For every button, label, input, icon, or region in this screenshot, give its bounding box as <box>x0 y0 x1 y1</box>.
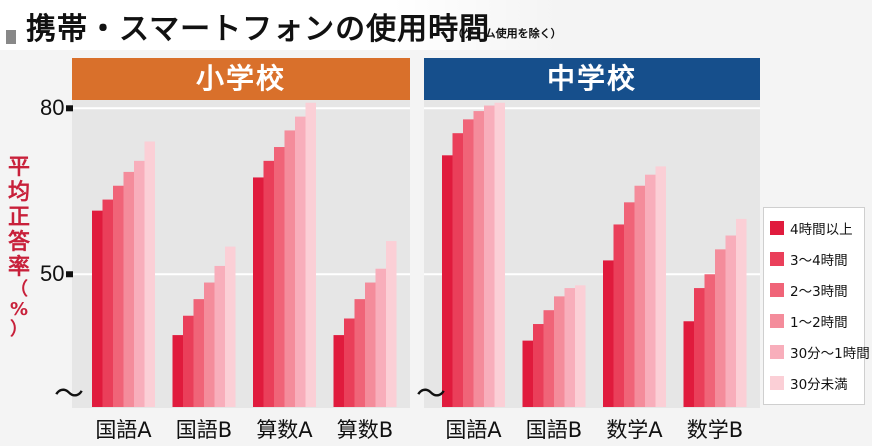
bar <box>694 288 705 407</box>
bar <box>375 268 386 407</box>
bar <box>634 185 645 407</box>
bar <box>522 340 533 407</box>
bar <box>284 130 295 408</box>
bar <box>253 177 264 407</box>
panel-header-junior: 中学校 <box>424 58 760 100</box>
legend-item: 3〜4時間 <box>770 243 858 274</box>
legend: 4時間以上 3〜4時間 2〜3時間 1〜2時間 30分〜1時間 30分未満 <box>763 207 870 405</box>
legend-swatch <box>770 313 784 328</box>
category-label: 国語B <box>526 418 582 442</box>
bar <box>305 102 316 408</box>
legend-label: 3〜4時間 <box>790 252 848 269</box>
bar <box>263 160 274 407</box>
bar <box>452 133 463 407</box>
y-tick-label: 80 <box>40 95 65 121</box>
legend-item: 30分未満 <box>770 367 858 398</box>
legend-label: 4時間以上 <box>790 221 853 238</box>
bar <box>655 166 666 407</box>
bar <box>204 282 215 407</box>
title-accent <box>6 30 16 44</box>
category-label: 国語B <box>176 418 232 442</box>
bar <box>134 160 145 407</box>
y-axis-label: 平均正答率（%） <box>4 155 34 340</box>
bar <box>144 141 155 407</box>
bar <box>715 249 726 407</box>
bar <box>225 246 236 407</box>
bar <box>533 324 544 407</box>
legend-item: 4時間以上 <box>770 212 858 243</box>
bar <box>725 235 736 407</box>
legend-swatch <box>770 220 784 235</box>
bar <box>575 285 586 407</box>
y-tick-label: 50 <box>40 261 65 287</box>
bar <box>365 282 376 407</box>
bar <box>274 147 285 408</box>
y-axis-label-char: 率 <box>7 255 30 280</box>
legend-swatch <box>770 344 784 359</box>
bar <box>543 310 554 407</box>
title-bar <box>0 0 560 50</box>
bar <box>442 155 453 407</box>
y-axis-label-char: 答 <box>7 230 30 255</box>
bar <box>554 296 565 407</box>
category-label: 算数B <box>337 418 393 442</box>
bar <box>113 185 124 407</box>
legend-label: 30分〜1時間 <box>790 345 870 362</box>
bar <box>214 265 225 407</box>
bar <box>484 105 495 408</box>
y-axis-label-char: % <box>9 299 29 320</box>
category-label: 数学A <box>606 418 663 442</box>
bar <box>624 202 635 407</box>
bar <box>564 288 575 407</box>
bar <box>92 210 103 407</box>
bar <box>603 260 614 407</box>
axis-break-icon: 〜 <box>416 377 446 412</box>
bar <box>183 315 194 407</box>
bar <box>344 318 355 407</box>
bar <box>193 299 204 407</box>
legend-label: 1〜2時間 <box>790 314 848 331</box>
legend-label: 2〜3時間 <box>790 283 848 300</box>
bar <box>683 321 694 407</box>
chart-title: 携帯・スマートフォンの使用時間 <box>26 12 491 47</box>
bar <box>736 218 747 407</box>
bar <box>704 274 715 407</box>
category-label: 数学B <box>687 418 743 442</box>
bar <box>386 241 397 407</box>
bar <box>295 116 306 407</box>
category-label: 国語A <box>445 418 502 442</box>
legend-label: 30分未満 <box>790 376 848 393</box>
y-axis-label-char: （ <box>10 279 28 300</box>
y-axis-label-char: 均 <box>7 180 30 205</box>
bar <box>102 199 113 407</box>
legend-swatch <box>770 251 784 266</box>
bar <box>473 111 484 408</box>
bar <box>354 299 365 407</box>
y-axis-label-char: ） <box>10 319 28 340</box>
legend-swatch <box>770 375 784 390</box>
y-axis-label-char: 平 <box>7 155 30 180</box>
y-tick-mark <box>66 105 73 112</box>
legend-item: 1〜2時間 <box>770 305 858 336</box>
chart-subtitle: （ゲーム使用を除く） <box>452 27 562 40</box>
y-axis-label-char: 正 <box>7 205 30 230</box>
legend-item: 2〜3時間 <box>770 274 858 305</box>
bar <box>613 224 624 407</box>
panel-header-elementary: 小学校 <box>72 58 410 100</box>
bar <box>172 335 183 407</box>
bar <box>463 119 474 408</box>
category-label: 国語A <box>95 418 152 442</box>
bar <box>494 102 505 408</box>
legend-item: 30分〜1時間 <box>770 336 870 367</box>
y-tick-mark <box>66 271 73 278</box>
bar <box>123 171 134 407</box>
axis-break-icon: 〜 <box>54 377 84 412</box>
bar <box>645 174 656 407</box>
legend-swatch <box>770 282 784 297</box>
bar <box>333 335 344 407</box>
category-label: 算数A <box>256 418 313 442</box>
